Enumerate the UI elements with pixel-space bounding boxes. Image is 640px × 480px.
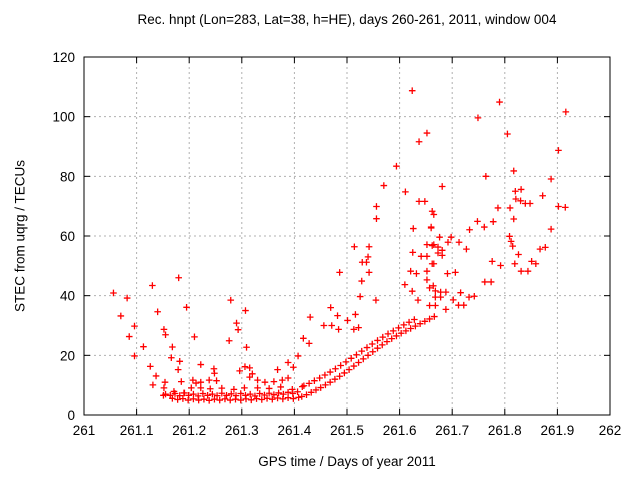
y-tick-label: 60 xyxy=(60,229,75,244)
x-tick-label: 261.3 xyxy=(225,423,259,438)
x-tick-label: 261.5 xyxy=(330,423,364,438)
x-tick-label: 261.9 xyxy=(541,423,575,438)
scatter-points xyxy=(110,87,570,404)
x-tick-label: 261.2 xyxy=(172,423,206,438)
y-tick-label: 80 xyxy=(60,169,75,184)
y-tick-label: 0 xyxy=(67,408,75,423)
x-tick-label: 261 xyxy=(73,423,96,438)
x-tick-label: 261.4 xyxy=(278,423,312,438)
x-tick-label: 262 xyxy=(599,423,622,438)
y-tick-label: 100 xyxy=(52,110,75,125)
x-tick-label: 261.8 xyxy=(488,423,522,438)
x-tick-label: 261.7 xyxy=(435,423,469,438)
x-axis-label: GPS time / Days of year 2011 xyxy=(258,454,436,469)
y-tick-label: 40 xyxy=(60,289,75,304)
x-tick-label: 261.1 xyxy=(120,423,154,438)
x-tick-label: 261.6 xyxy=(383,423,417,438)
chart-title: Rec. hnpt (Lon=283, Lat=38, h=HE), days … xyxy=(137,12,557,27)
y-tick-label: 20 xyxy=(60,348,75,363)
y-tick-label: 120 xyxy=(52,50,75,65)
